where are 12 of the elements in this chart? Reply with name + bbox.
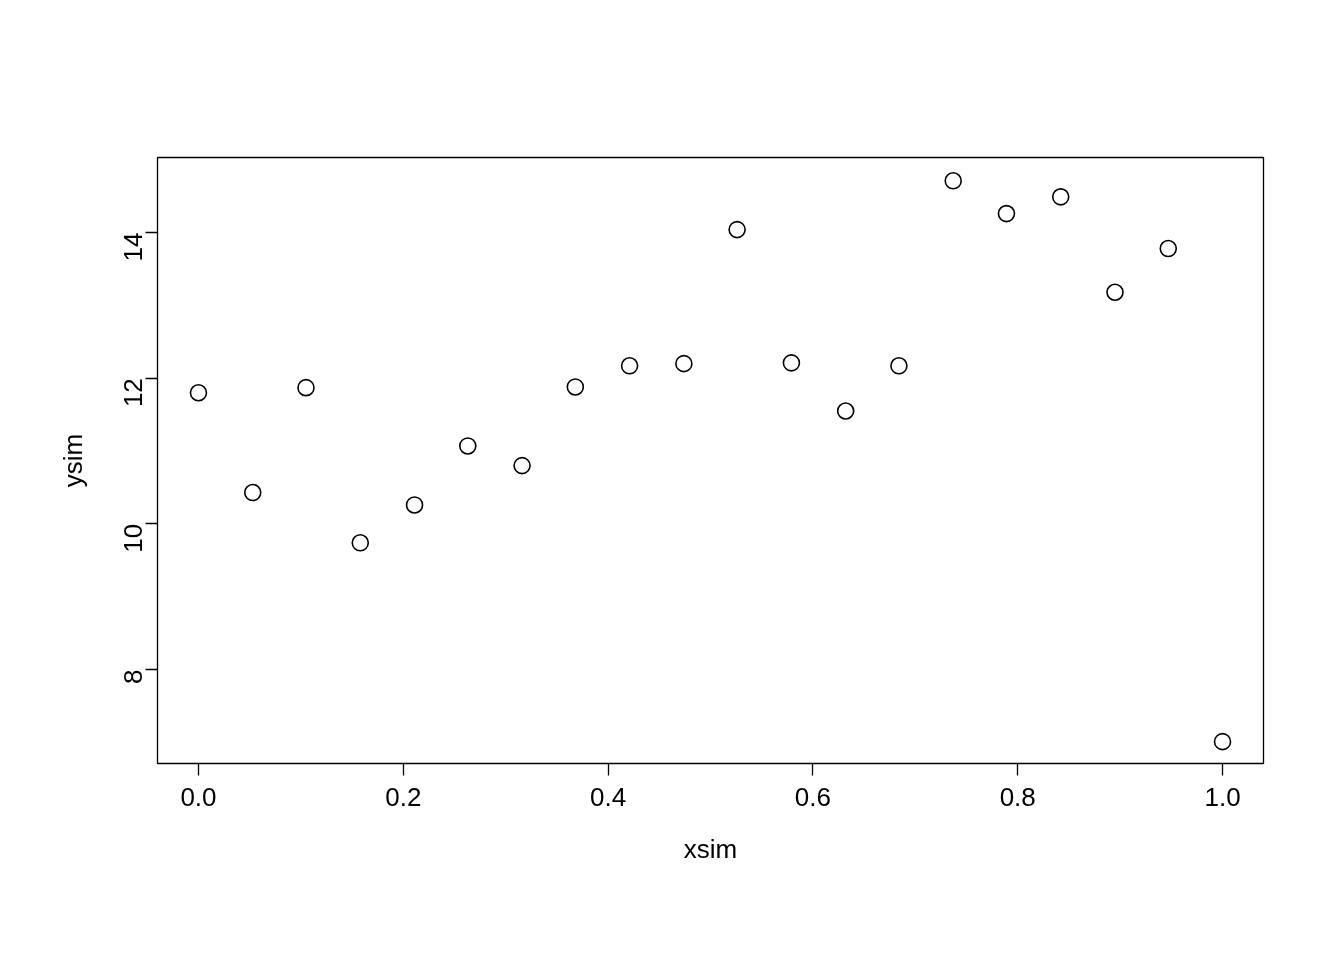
x-tick-label: 0.6 bbox=[794, 781, 831, 812]
x-tick-label: 0.8 bbox=[999, 781, 1036, 812]
y-axis-title: ysim bbox=[57, 433, 88, 488]
y-tick-label: 10 bbox=[118, 523, 149, 553]
x-tick-label: 0.2 bbox=[385, 781, 422, 812]
x-tick-label: 0.4 bbox=[590, 781, 627, 812]
y-tick-label: 12 bbox=[118, 378, 149, 408]
y-tick-label: 14 bbox=[118, 232, 149, 262]
x-axis-title: xsim bbox=[683, 833, 738, 864]
x-tick-label: 0.0 bbox=[180, 781, 217, 812]
y-tick-label: 8 bbox=[118, 669, 149, 684]
x-tick-label: 1.0 bbox=[1204, 781, 1241, 812]
